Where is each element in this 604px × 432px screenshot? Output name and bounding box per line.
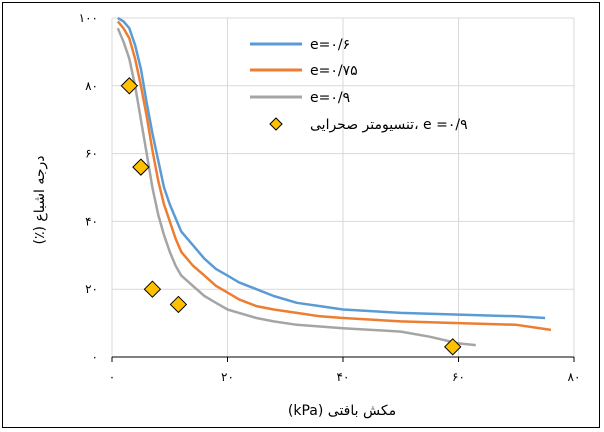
x-tick-label: ۰ [109, 370, 115, 384]
y-tick-label: ۸۰ [85, 79, 98, 93]
field-tensiometer-point [169, 295, 188, 314]
x-tick-label: ۶۰ [452, 370, 465, 384]
legend-label-1: e=۰/۶ [310, 37, 350, 53]
field-tensiometer-point [444, 338, 462, 356]
field-tensiometer-point [120, 77, 139, 95]
series-layer [116, 16, 552, 356]
series-line-2 [116, 20, 552, 332]
series-line-3 [116, 27, 476, 347]
y-tick-label: ۰ [92, 350, 98, 364]
series-line-1 [117, 16, 546, 320]
field-tensiometer-point [132, 158, 150, 176]
legend: e=۰/۶ e=۰/۷۵ e=۰/۹ تنسیومتر صحرایی، e =۰/۹ [250, 37, 468, 133]
x-axis-title: مکش بافتی (kPa) [288, 403, 396, 419]
x-tick-label: ۲۰ [221, 370, 234, 384]
legend-swatch-4 [269, 117, 283, 131]
x-tick-label: ۸۰ [568, 370, 581, 384]
y-tick-label: ۲۰ [85, 282, 98, 296]
y-tick-label: ۱۰۰ [79, 11, 98, 25]
field-tensiometer-point [143, 280, 162, 298]
y-tick-label: ۴۰ [85, 214, 98, 228]
legend-label-2: e=۰/۷۵ [310, 63, 358, 79]
legend-label-4: تنسیومتر صحرایی، e =۰/۹ [310, 117, 468, 133]
legend-label-3: e=۰/۹ [310, 90, 350, 106]
x-tick-label: ۴۰ [337, 370, 350, 384]
y-tick-label: ۶۰ [85, 147, 98, 161]
y-axis-title: درجه اشباع (٪) [32, 156, 48, 245]
ticks: ۰ ۲۰ ۴۰ ۶۰ ۸۰ ۰ ۲۰ ۴۰ ۶۰ ۸۰ ۱۰۰ [79, 11, 581, 384]
